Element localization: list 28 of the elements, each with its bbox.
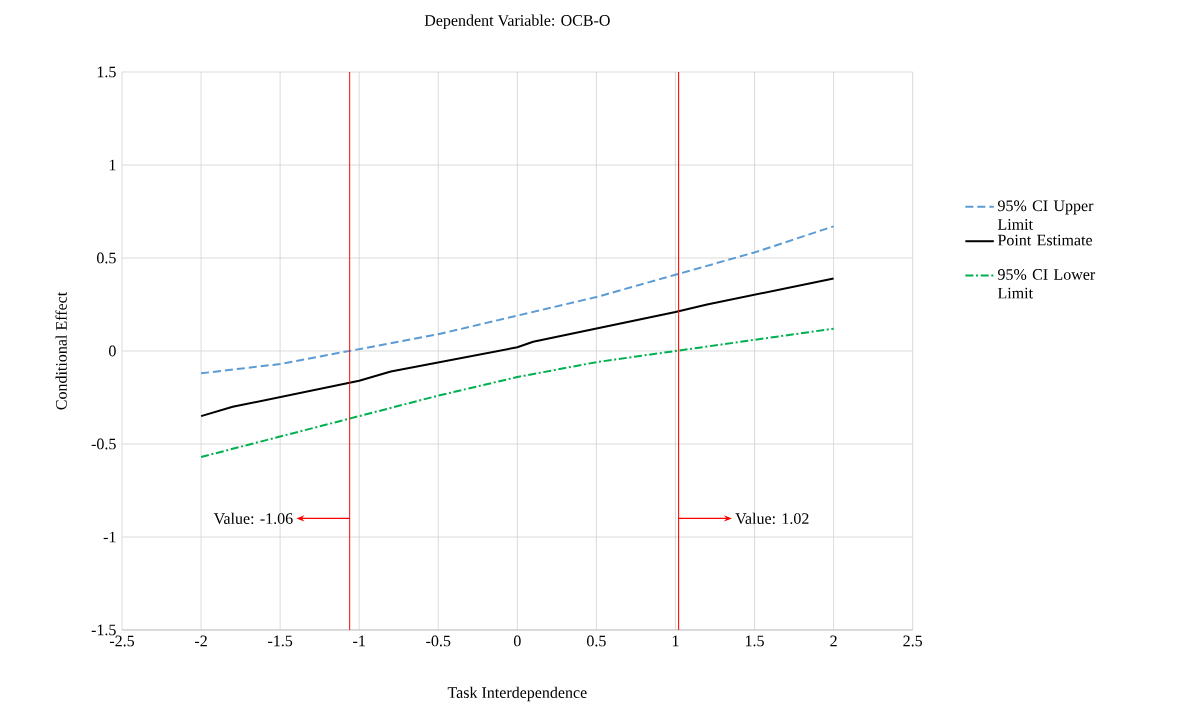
x-tick-label: -2 xyxy=(194,635,207,647)
ref-line-label: Value: -1.06 xyxy=(213,512,293,525)
y-tick-label: 1 xyxy=(109,159,116,171)
ref-line-label: Value: 1.02 xyxy=(735,512,809,525)
x-tick-label: 1 xyxy=(672,635,679,647)
line-series xyxy=(200,277,835,418)
x-tick-label: -2.5 xyxy=(109,635,135,647)
y-tick-label: -1 xyxy=(103,531,116,543)
x-axis-title: Task Interdependence xyxy=(447,686,587,702)
x-tick-label: -1 xyxy=(353,635,365,647)
y-tick-label: -1.5 xyxy=(91,624,116,636)
y-tick-label: 0.5 xyxy=(97,252,116,264)
x-tick-label: 2.5 xyxy=(903,635,923,647)
chart-title: Dependent Variable: OCB-O xyxy=(424,14,610,30)
x-tick-label: -0.5 xyxy=(426,635,451,647)
x-tick-label: 1.5 xyxy=(745,635,764,647)
y-tick-label: 0 xyxy=(109,345,116,357)
legend-label: 95% CI Lower Limit xyxy=(997,269,1096,299)
line-series xyxy=(200,327,835,459)
legend-label: Point Estimate xyxy=(997,234,1093,246)
legend-label: 95% CI Upper Limit xyxy=(997,200,1094,230)
x-tick-label: -1.5 xyxy=(268,635,293,647)
x-tick-label: 2 xyxy=(830,635,837,647)
y-tick-label: -0.5 xyxy=(91,438,116,450)
y-tick-label: 1.5 xyxy=(97,66,116,78)
x-tick-label: 0 xyxy=(513,635,521,647)
x-tick-label: 0.5 xyxy=(587,635,606,647)
y-axis-title: Conditional Effect xyxy=(55,291,67,410)
